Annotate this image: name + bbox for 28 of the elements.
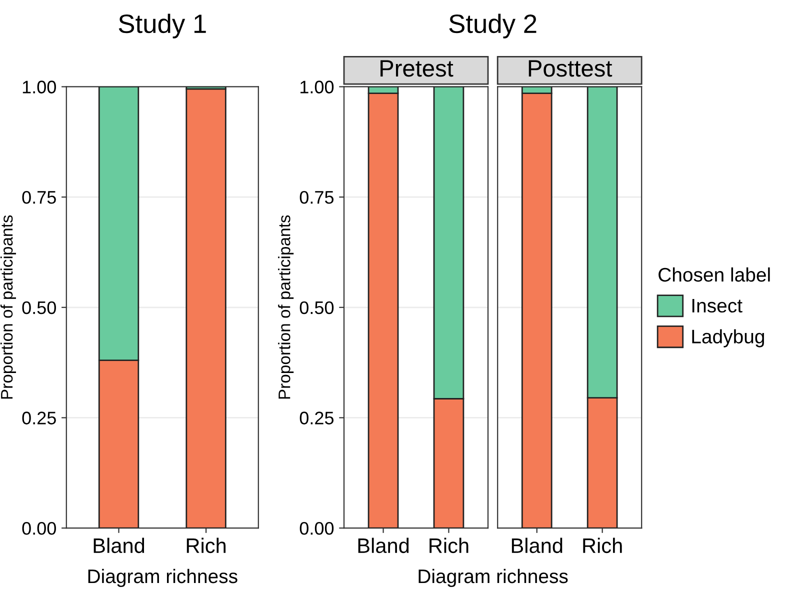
legend-title: Chosen label [658,267,770,282]
x-tick-label: Rich [186,538,226,554]
x-tick-label: Rich [583,538,622,554]
y-tick-label: 0.25 [300,412,334,424]
x-axis-title: Diagram richness [418,568,568,588]
y-tick-label: 1.00 [300,80,334,94]
y-tick-label: 0.50 [22,301,56,314]
chart-title: Study 2 [449,14,536,38]
y-tick-label: 0.75 [22,190,56,204]
y-tick-label: 0.25 [22,412,56,424]
x-tick-label: Bland [512,538,562,554]
y-tick-label: 0.00 [300,522,334,535]
legend-label: Ladybug [692,329,764,348]
bar [186,88,226,528]
x-axis-title: Diagram richness [88,568,238,588]
x-tick-label: Bland [358,538,409,554]
x-tick-label: Bland [94,538,144,554]
y-tick-label: 0.50 [300,301,334,314]
chart-subtitle: Posttest [528,60,612,77]
y-axis-title: Proportion of participants [278,215,294,399]
y-tick-label: 1.00 [22,80,56,94]
y-axis-title: Proportion of participants [0,215,16,399]
chart-title: Study 1 [118,14,206,38]
chart-subtitle: Pretest [380,60,454,77]
legend-label: Insect [692,298,742,313]
x-tick-label: Rich [430,538,468,554]
y-tick-label: 0.00 [22,522,56,535]
y-tick-label: 0.75 [300,190,334,204]
